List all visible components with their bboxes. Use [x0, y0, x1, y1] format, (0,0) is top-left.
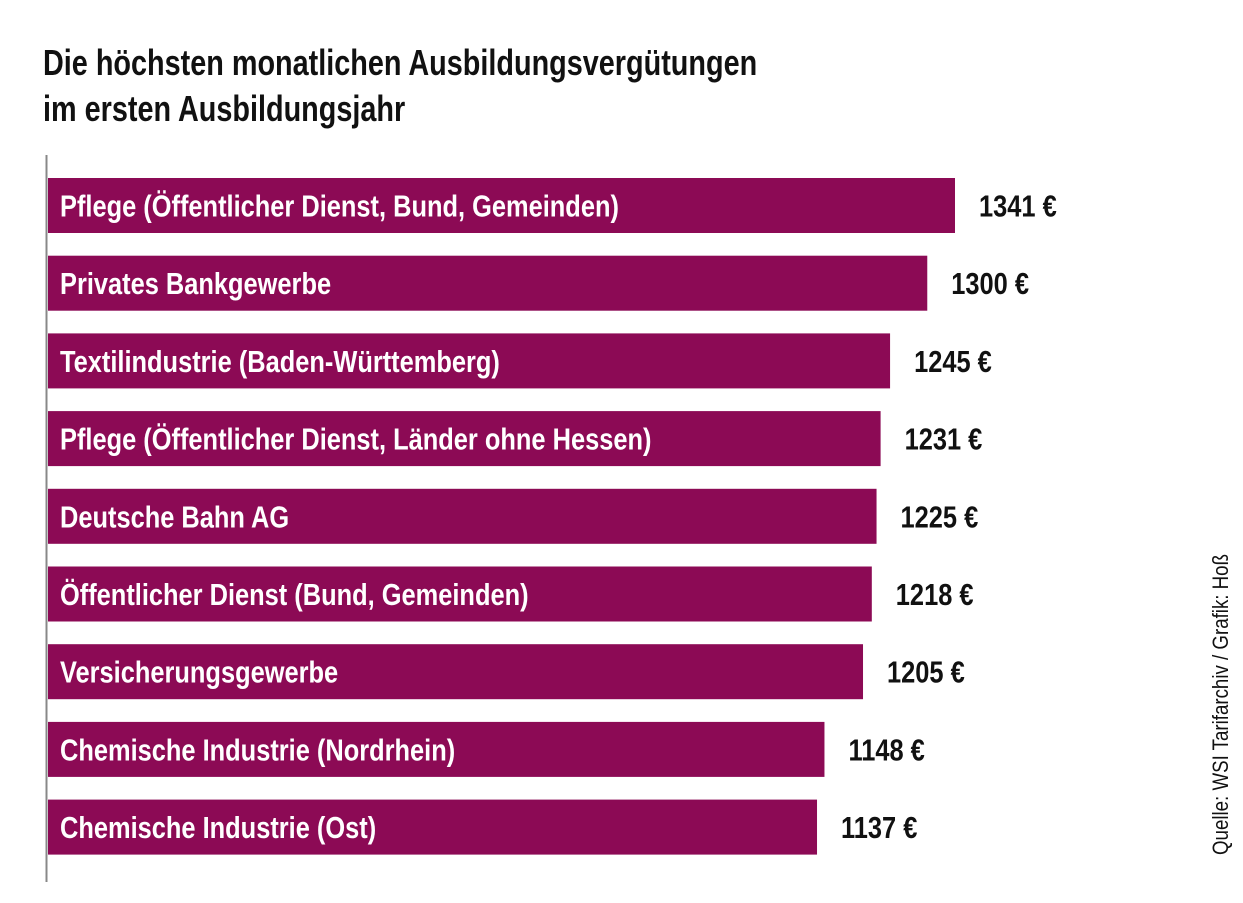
chart-title-line-2: im ersten Ausbildungsjahr [43, 88, 406, 129]
value-label: 1341 € [979, 189, 1057, 224]
category-label: Privates Bankgewerbe [60, 267, 331, 302]
value-label: 1231 € [905, 422, 983, 457]
value-label: 1225 € [901, 500, 979, 535]
chart-title-line-1: Die höchsten monatlichen Ausbildungsverg… [43, 42, 758, 83]
bar [48, 411, 881, 467]
bar [48, 721, 825, 777]
bar [48, 644, 864, 700]
source-note: Quelle: WSI Tarifarchiv / Grafik: Hoß [1208, 553, 1233, 855]
category-label: Chemische Industrie (Ost) [60, 811, 376, 846]
value-label: 1300 € [951, 267, 1029, 302]
bar [48, 178, 955, 233]
value-label: 1148 € [848, 733, 925, 768]
bar [48, 566, 872, 622]
bar [48, 333, 891, 389]
category-label: Textilindustrie (Baden-Württemberg) [60, 345, 500, 380]
value-label: 1218 € [896, 578, 974, 613]
category-label: Pflege (Öffentlicher Dienst, Länder ohne… [60, 422, 651, 457]
category-label: Öffentlicher Dienst (Bund, Gemeinden) [60, 578, 529, 613]
bar [48, 799, 818, 855]
category-label: Pflege (Öffentlicher Dienst, Bund, Gemei… [60, 189, 619, 224]
category-label: Chemische Industrie (Nordrhein) [60, 733, 455, 768]
value-label: 1245 € [914, 345, 992, 380]
category-label: Deutsche Bahn AG [60, 500, 289, 535]
category-label: Versicherungsgewerbe [60, 655, 338, 690]
bar [48, 488, 877, 544]
bar [48, 255, 928, 311]
chart-title: Die höchsten monatlichen Ausbildungsverg… [43, 40, 757, 132]
value-label: 1137 € [841, 811, 918, 846]
value-label: 1205 € [887, 655, 965, 690]
